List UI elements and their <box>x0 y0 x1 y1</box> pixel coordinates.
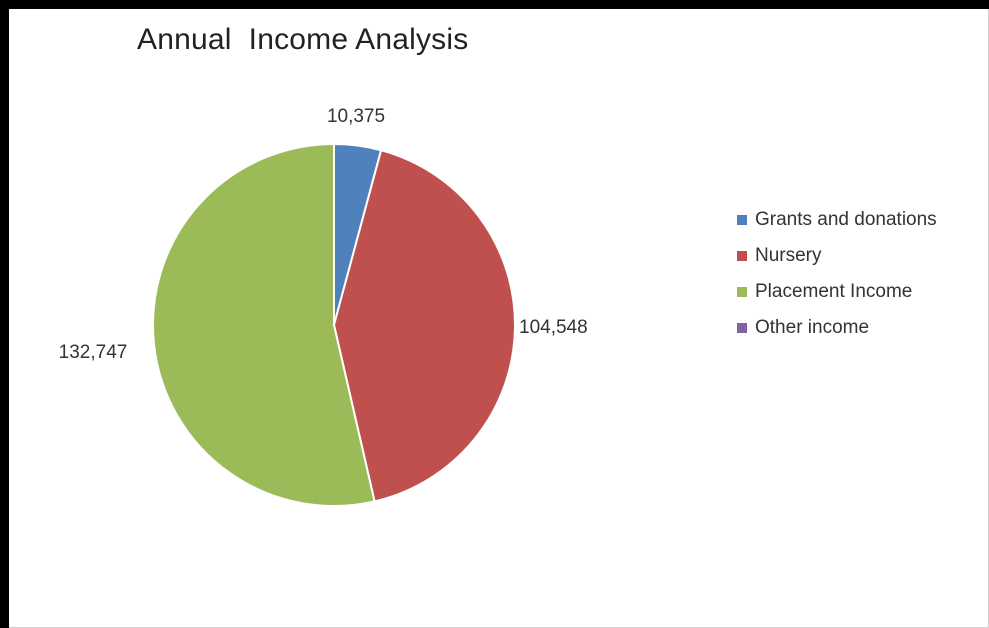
pie-slice-placement <box>152 143 376 507</box>
legend-swatch-grants <box>737 215 747 225</box>
frame-top-border <box>0 0 989 9</box>
pie-slices <box>152 143 516 507</box>
chart-area: Annual Income Analysis 10,375 104,548 132,… <box>9 9 989 628</box>
legend-swatch-other <box>737 323 747 333</box>
pie-data-labels: 10,375 104,548 132,747 <box>59 106 588 363</box>
legend-swatch-nursery <box>737 251 747 261</box>
legend-label-placement: Placement Income <box>755 281 913 302</box>
legend-item-grants: Grants and donations <box>737 202 937 238</box>
legend-item-placement: Placement Income <box>737 274 937 310</box>
legend-label-grants: Grants and donations <box>755 209 937 230</box>
legend-swatch-placement <box>737 287 747 297</box>
pie-slice-nursery <box>333 149 516 503</box>
legend-label-other: Other income <box>755 317 870 338</box>
legend-item-other: Other income <box>737 310 937 346</box>
legend-item-nursery: Nursery <box>737 238 937 274</box>
data-label-grants: 10,375 <box>327 106 385 127</box>
data-label-nursery: 104,548 <box>519 317 588 338</box>
chart-title: Annual Income Analysis <box>137 23 469 56</box>
frame-left-border <box>0 0 9 628</box>
chart-legend: Grants and donations Nursery Placement I… <box>737 202 937 346</box>
legend-label-nursery: Nursery <box>755 245 822 266</box>
pie-chart: 10,375 104,548 132,747 <box>59 106 588 507</box>
data-label-placement: 132,747 <box>59 342 128 363</box>
